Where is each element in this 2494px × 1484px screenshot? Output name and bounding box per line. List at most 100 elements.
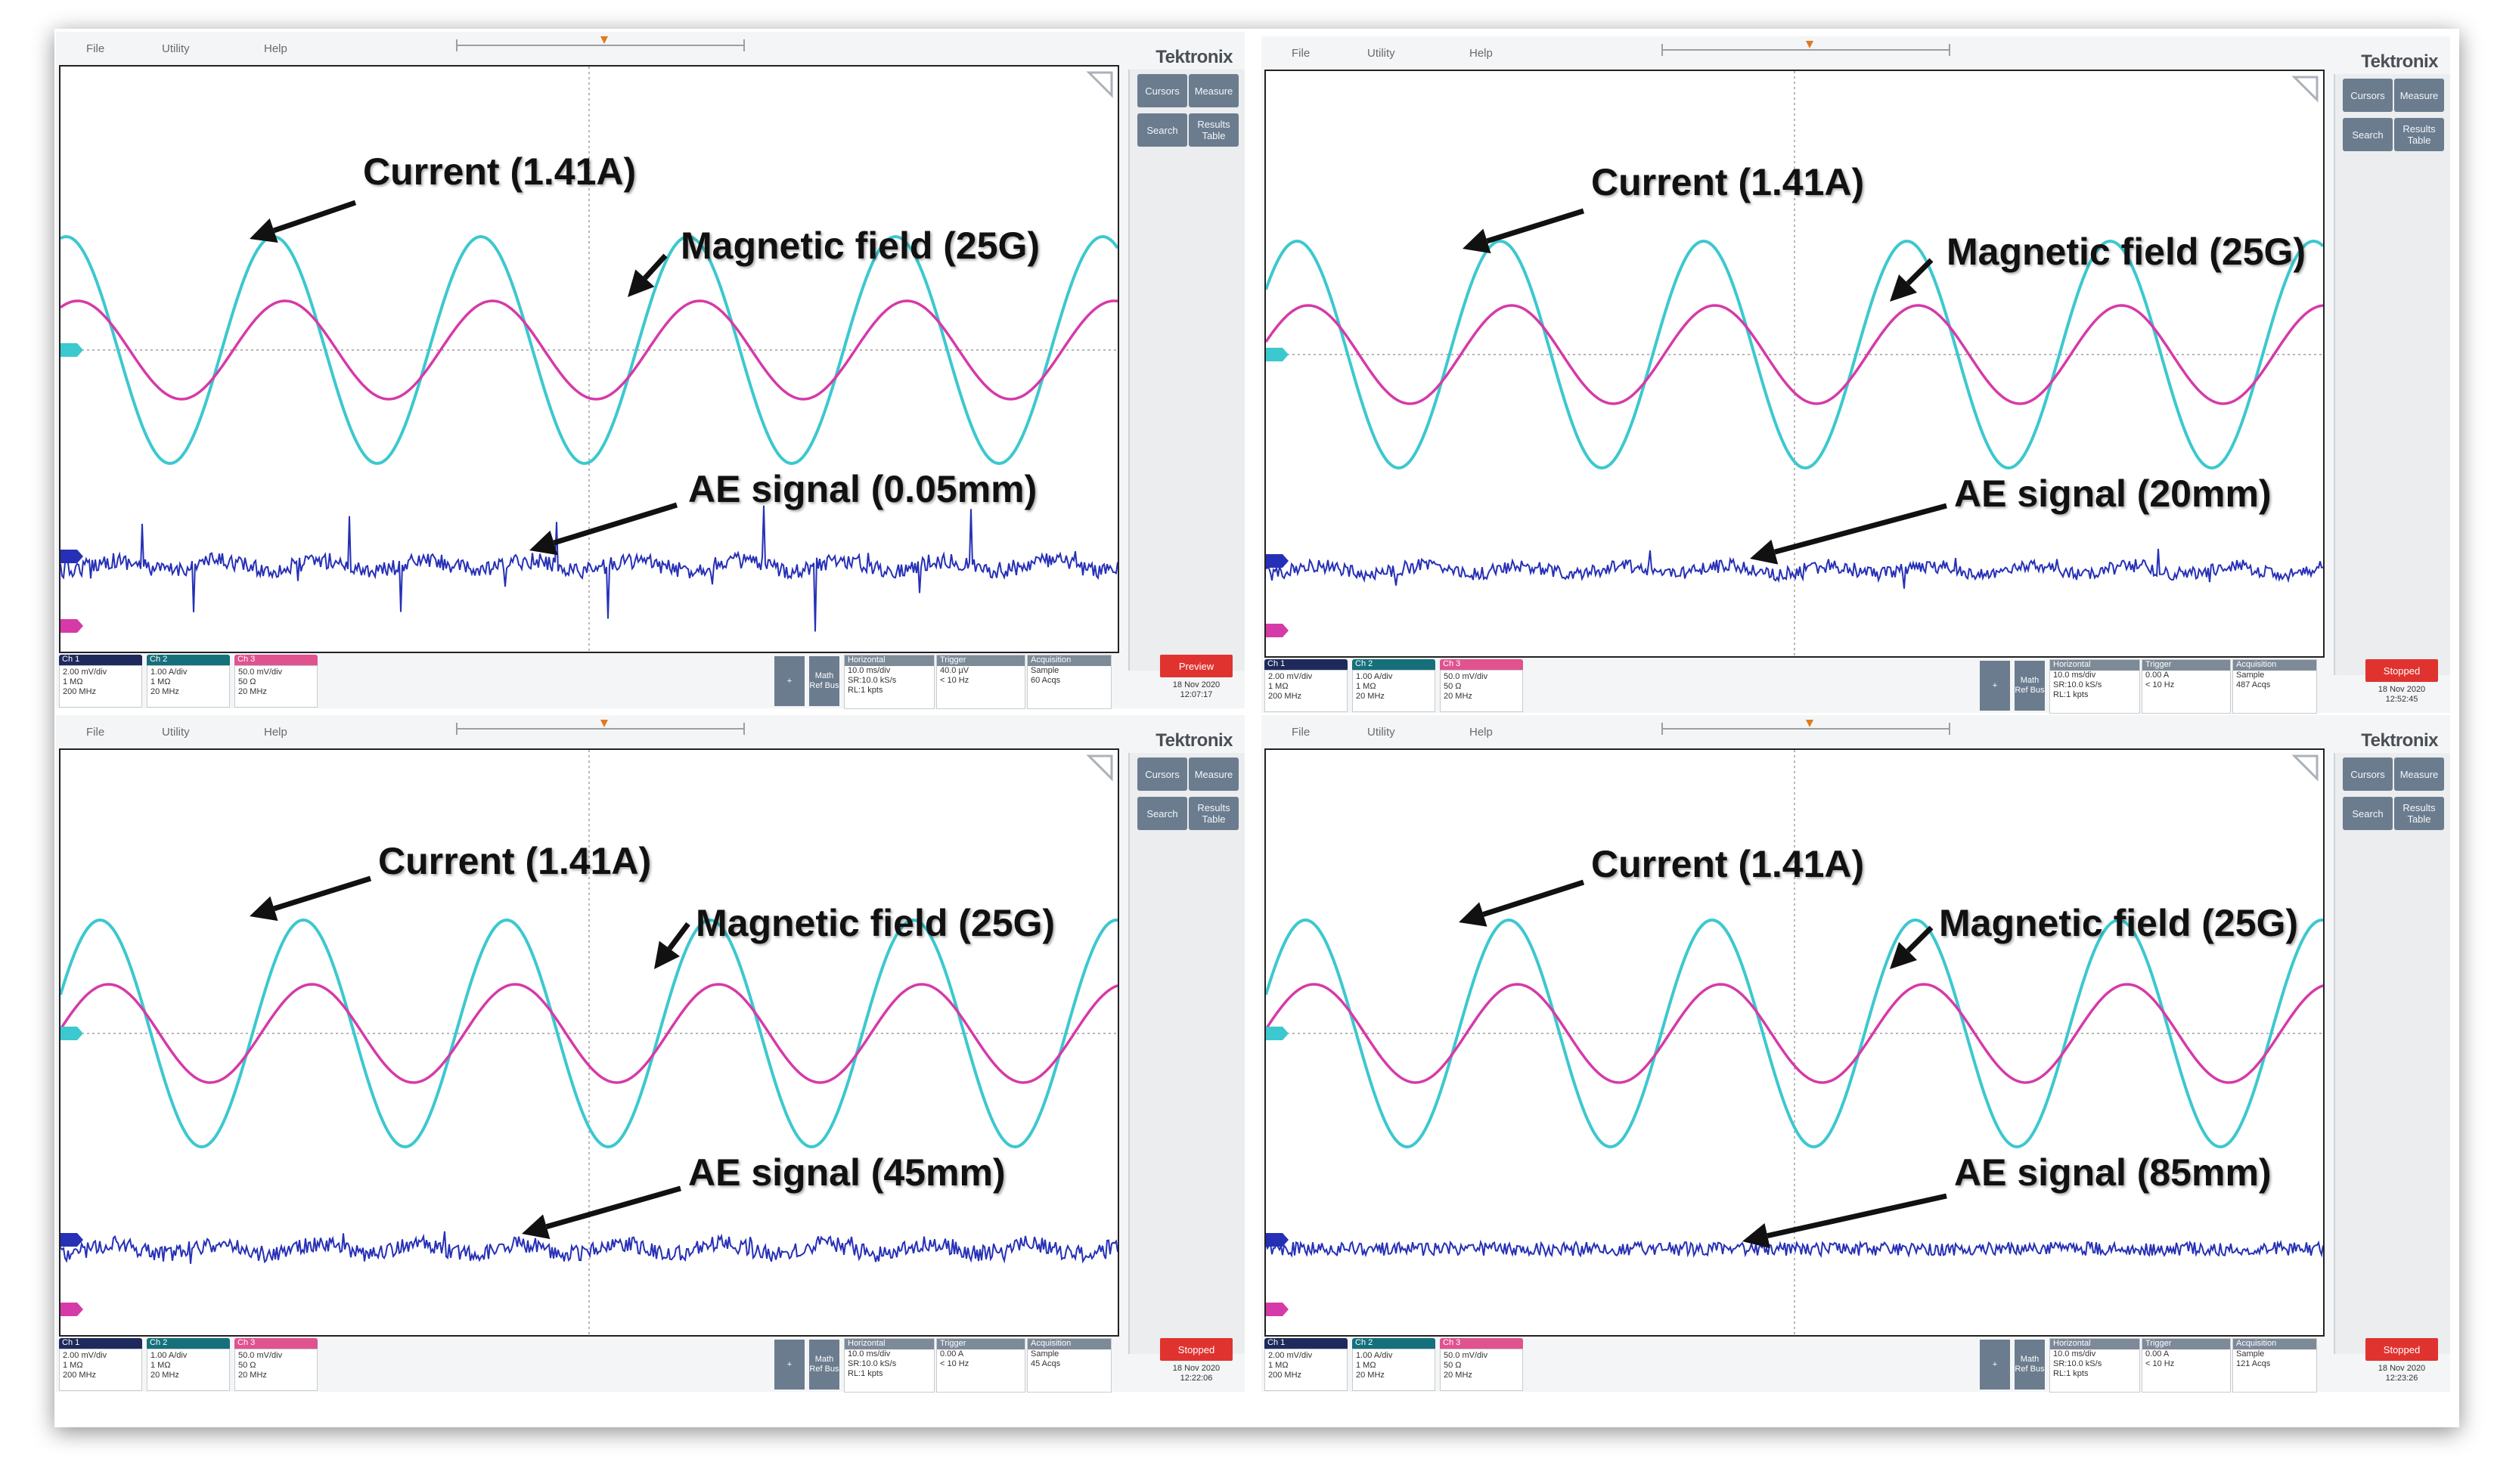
channel-badge-2[interactable]: Ch 2 1.00 A/div 1 MΩ 20 MHz	[1352, 1338, 1435, 1391]
panel-button-cursors[interactable]: Cursors	[2343, 757, 2393, 791]
panel-button-cursors[interactable]: Cursors	[1137, 74, 1187, 107]
math-ref-bus-button[interactable]: Math Ref Bus	[809, 1340, 839, 1390]
math-ref-bus-button[interactable]: Math Ref Bus	[809, 656, 839, 706]
menu-item-1[interactable]: File	[86, 42, 105, 55]
horizontal-settings[interactable]: Horizontal 10.0 ms/div SR:10.0 kS/s RL:1 kp…	[844, 655, 935, 709]
acquisition-settings-line: Sample	[2236, 1349, 2265, 1359]
ch2-marker	[1266, 1027, 1289, 1040]
channel-setting-line: 1 MΩ	[150, 1361, 171, 1370]
menu-item-2[interactable]: Utility	[1367, 47, 1395, 60]
waveform-plot	[1266, 71, 2323, 656]
channel-setting-line: 1 MΩ	[63, 677, 83, 686]
magnetic-arrow	[654, 922, 690, 969]
menu-item-2[interactable]: Utility	[162, 42, 190, 55]
channel-header: Ch 1	[1264, 1338, 1348, 1349]
channel-badge-2[interactable]: Ch 2 1.00 A/div 1 MΩ 20 MHz	[147, 1338, 230, 1391]
waveform-display: Current (1.41A) Magnetic field (25G) AE si…	[59, 65, 1119, 653]
channel-settings: 50.0 mV/div 50 Ω 20 MHz	[234, 1349, 318, 1391]
expand-corner-icon[interactable]	[1083, 67, 1118, 101]
panel-button-search[interactable]: Search	[2343, 797, 2393, 830]
channel-badge-1[interactable]: Ch 1 2.00 mV/div 1 MΩ 200 MHz	[1264, 1338, 1348, 1391]
trigger-settings[interactable]: Trigger 0.00 A < 10 Hz	[936, 1338, 1025, 1393]
trigger-settings[interactable]: Trigger 40.0 µV < 10 Hz	[936, 655, 1025, 709]
panel-button-measure[interactable]: Measure	[1189, 74, 1239, 107]
menu-item-1[interactable]: File	[86, 726, 105, 739]
panel-button-measure[interactable]: Measure	[2394, 757, 2444, 791]
channel-header: Ch 3	[234, 1338, 318, 1349]
panel-button-results-table[interactable]: Results Table	[2394, 797, 2444, 830]
channel-header: Ch 2	[147, 1338, 230, 1349]
horizontal-settings[interactable]: Horizontal 10.0 ms/div SR:10.0 kS/s RL:1 kp…	[2049, 659, 2140, 714]
horizontal-settings[interactable]: Horizontal 10.0 ms/div SR:10.0 kS/s RL:1 kp…	[844, 1338, 935, 1393]
channel-badge-3[interactable]: Ch 3 50.0 mV/div 50 Ω 20 MHz	[1440, 659, 1523, 712]
menu-item-1[interactable]: File	[1292, 47, 1311, 60]
panel-button-search[interactable]: Search	[2343, 118, 2393, 151]
panel-button-search[interactable]: Search	[1137, 797, 1187, 830]
scope-panel-1: File Utility Help Tektronix Cursors Measure Se…	[56, 32, 1245, 709]
channel-badge-1[interactable]: Ch 1 2.00 mV/div 1 MΩ 200 MHz	[1264, 659, 1348, 712]
menu-item-3[interactable]: Help	[1469, 726, 1493, 739]
add-channel-button[interactable]: +	[1980, 1340, 2010, 1390]
math-ref-bus-button[interactable]: Math Ref Bus	[2015, 661, 2045, 711]
panel-button-cursors[interactable]: Cursors	[2343, 79, 2393, 112]
trigger-settings-title: Trigger	[2142, 660, 2230, 671]
channel-badge-2[interactable]: Ch 2 1.00 A/div 1 MΩ 20 MHz	[147, 655, 230, 708]
channel-badge-1[interactable]: Ch 1 2.00 mV/div 1 MΩ 200 MHz	[59, 1338, 142, 1391]
waveform-display: Current (1.41A) Magnetic field (25G) AE si…	[59, 748, 1119, 1337]
run-state-button[interactable]: Preview	[1160, 655, 1233, 677]
menu-item-3[interactable]: Help	[264, 726, 287, 739]
channel-badge-3[interactable]: Ch 3 50.0 mV/div 50 Ω 20 MHz	[234, 655, 318, 708]
run-state-button[interactable]: Stopped	[2365, 1338, 2438, 1361]
channel-badge-2[interactable]: Ch 2 1.00 A/div 1 MΩ 20 MHz	[1352, 659, 1435, 712]
magnetic-annotation: Magnetic field (25G)	[1939, 902, 2299, 944]
expand-corner-icon[interactable]	[2288, 750, 2323, 785]
acquisition-settings[interactable]: Acquisition Sample 487 Acqs	[2232, 659, 2317, 714]
panel-button-results-table[interactable]: Results Table	[2394, 118, 2444, 151]
panel-button-results-table[interactable]: Results Table	[1189, 113, 1239, 147]
menu-item-2[interactable]: Utility	[162, 726, 190, 739]
channel-badge-3[interactable]: Ch 3 50.0 mV/div 50 Ω 20 MHz	[234, 1338, 318, 1391]
channel-setting-line: 1.00 A/div	[150, 1351, 188, 1360]
menu-item-1[interactable]: File	[1292, 726, 1311, 739]
horizontal-settings-line: 10.0 ms/div	[2053, 1349, 2096, 1359]
channel-settings: 50.0 mV/div 50 Ω 20 MHz	[234, 665, 318, 708]
channel-badge-3[interactable]: Ch 3 50.0 mV/div 50 Ω 20 MHz	[1440, 1338, 1523, 1391]
right-control-panel: Cursors Measure Search Results Table	[1128, 753, 1245, 1354]
trigger-settings[interactable]: Trigger 0.00 A < 10 Hz	[2142, 659, 2231, 714]
menu-item-3[interactable]: Help	[1469, 47, 1493, 60]
panel-button-search[interactable]: Search	[1137, 113, 1187, 147]
ae-annotation: AE signal (45mm)	[688, 1151, 1006, 1194]
expand-corner-icon[interactable]	[2288, 71, 2323, 106]
scope-panel-3: File Utility Help Tektronix Cursors Measure Se…	[56, 715, 1245, 1393]
ae-signal-waveform	[1266, 1239, 2323, 1258]
trigger-settings[interactable]: Trigger 0.00 A < 10 Hz	[2142, 1338, 2231, 1393]
menu-item-3[interactable]: Help	[264, 42, 287, 55]
panel-button-results-table[interactable]: Results Table	[1189, 797, 1239, 830]
expand-corner-icon[interactable]	[1083, 750, 1118, 785]
channel-setting-line: 1.00 A/div	[1356, 672, 1393, 681]
acquisition-settings[interactable]: Acquisition Sample 45 Acqs	[1027, 1338, 1112, 1393]
add-channel-button[interactable]: +	[774, 1340, 805, 1390]
run-state-button[interactable]: Stopped	[2365, 659, 2438, 682]
horizontal-settings[interactable]: Horizontal 10.0 ms/div SR:10.0 kS/s RL:1 kp…	[2049, 1338, 2140, 1393]
acquisition-settings[interactable]: Acquisition Sample 121 Acqs	[2232, 1338, 2317, 1393]
channel-setting-line: 200 MHz	[63, 687, 97, 696]
acquisition-settings-line: Sample	[1031, 666, 1059, 675]
add-channel-button[interactable]: +	[1980, 661, 2010, 711]
channel-setting-line: 1 MΩ	[1268, 682, 1289, 691]
acquisition-settings[interactable]: Acquisition Sample 60 Acqs	[1027, 655, 1112, 709]
panel-button-measure[interactable]: Measure	[2394, 79, 2444, 112]
panel-button-measure[interactable]: Measure	[1189, 757, 1239, 791]
channel-badge-1[interactable]: Ch 1 2.00 mV/div 1 MΩ 200 MHz	[59, 655, 142, 708]
channel-setting-line: 2.00 mV/div	[63, 1351, 107, 1360]
panel-button-cursors[interactable]: Cursors	[1137, 757, 1187, 791]
menu-item-2[interactable]: Utility	[1367, 726, 1395, 739]
channel-header: Ch 1	[59, 655, 142, 665]
math-ref-bus-button[interactable]: Math Ref Bus	[2015, 1340, 2045, 1390]
run-state-button[interactable]: Stopped	[1160, 1338, 1233, 1361]
panel-divider	[1249, 29, 1257, 1427]
horizontal-settings-line: 10.0 ms/div	[2053, 671, 2096, 680]
tektronix-logo: Tektronix	[1155, 730, 1233, 751]
channel-setting-line: 50 Ω	[238, 1361, 256, 1370]
add-channel-button[interactable]: +	[774, 656, 805, 706]
